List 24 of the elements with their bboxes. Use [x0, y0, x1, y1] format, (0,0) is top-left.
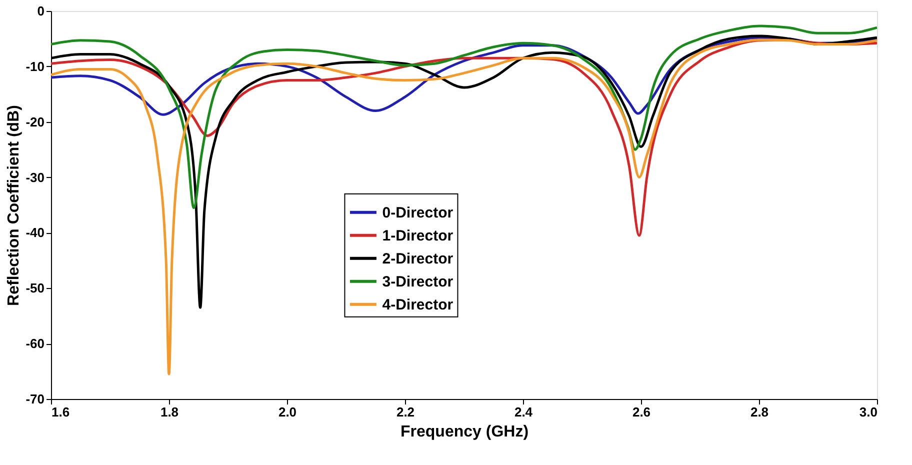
x-tick-label: 2.0 [278, 404, 297, 420]
y-tick-label: -20 [26, 114, 44, 130]
x-tick-label: 3.0 [859, 404, 878, 420]
x-tick-label: 2.8 [750, 404, 769, 420]
legend-label: 0-Director [382, 204, 454, 222]
line-series [51, 38, 877, 376]
y-tick-label: -60 [26, 336, 44, 352]
y-tick-label: -70 [26, 392, 44, 406]
y-tick-label: -10 [26, 58, 44, 74]
y-tick-label: -30 [26, 170, 44, 185]
legend-label: 4-Director [382, 296, 454, 314]
x-tick-label: 2.4 [514, 404, 534, 420]
y-tick-label: -40 [26, 225, 44, 240]
x-tick-label: 2.2 [396, 404, 415, 420]
y-tick-label: -50 [26, 280, 44, 296]
legend-label: 2-Director [382, 250, 454, 268]
legend-label: 1-Director [382, 227, 454, 244]
legend-label: 3-Director [382, 273, 454, 290]
y-tick-label: 0 [37, 4, 44, 18]
x-tick-label: 1.6 [52, 404, 70, 420]
x-tick-label: 1.8 [160, 404, 179, 420]
x-axis-title: Frequency (GHz) [400, 424, 529, 440]
y-axis-title: Reflection Coefficient (dB) [6, 105, 23, 306]
x-tick-label: 2.6 [632, 404, 651, 420]
